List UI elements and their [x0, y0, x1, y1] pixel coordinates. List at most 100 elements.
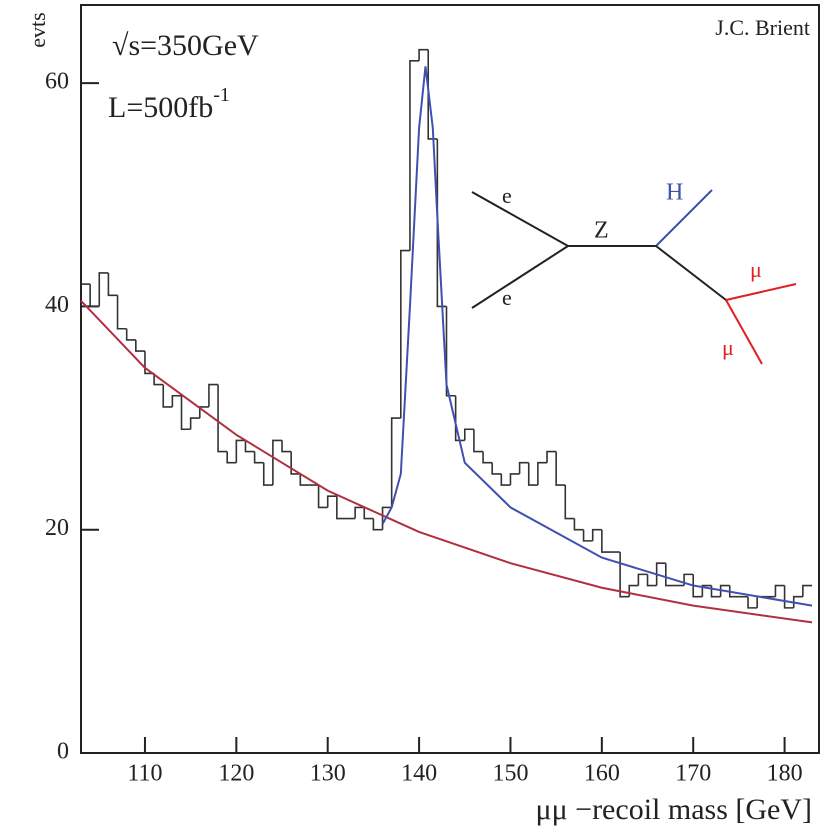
- x-tick-label: 180: [767, 761, 803, 787]
- histogram-bin: [710, 585, 721, 598]
- histogram-bin: [582, 529, 593, 542]
- histogram-bin: [491, 462, 502, 475]
- y-tick-label: 40: [45, 292, 69, 318]
- histogram-bin: [272, 439, 283, 486]
- lumi-annotation: L=500fb-1: [108, 84, 230, 124]
- histogram-bin: [601, 529, 611, 553]
- histogram-bin: [774, 584, 785, 597]
- histogram-bin: [262, 462, 273, 486]
- histogram-bin: [509, 473, 520, 486]
- x-axis-label: μμ −recoil mass [GeV]: [535, 793, 812, 826]
- histogram-bin: [728, 585, 739, 598]
- histogram-bin: [792, 595, 803, 608]
- y-tick-label: 60: [45, 69, 69, 95]
- histogram-bin: [153, 373, 164, 386]
- histogram-bin: [637, 573, 648, 586]
- fit-curve: [80, 300, 813, 624]
- diagram-label: Z: [594, 218, 609, 244]
- fit-curve: [381, 66, 813, 607]
- histogram-bin: [98, 272, 109, 307]
- histogram-bin: [802, 584, 812, 597]
- histogram-bin: [555, 451, 566, 486]
- histogram-bin: [473, 429, 484, 453]
- plot-frame: [80, 4, 820, 754]
- histogram-bin: [573, 518, 584, 531]
- histogram-bin: [180, 395, 191, 431]
- histogram-bin: [445, 306, 456, 397]
- histogram-bin: [89, 284, 100, 308]
- x-tick-label: 140: [401, 761, 437, 787]
- histogram-bin: [463, 428, 474, 441]
- histogram-bin: [116, 295, 127, 330]
- histogram-bin: [135, 339, 145, 352]
- histogram-bin: [400, 249, 410, 419]
- diagram-line: [471, 191, 569, 247]
- x-tick-label: 110: [127, 761, 162, 787]
- x-tick-label: 130: [310, 761, 346, 787]
- histogram-bin: [290, 451, 301, 475]
- diagram-label: e: [502, 183, 512, 208]
- diagram-line: [725, 299, 763, 365]
- histogram-bin: [372, 518, 383, 531]
- histogram-bin: [226, 451, 237, 464]
- histogram-bin: [619, 552, 630, 598]
- histogram-bin: [665, 563, 675, 587]
- histogram-bin: [409, 60, 420, 251]
- lumi-exponent: -1: [213, 84, 230, 106]
- diagram-label: μ: [750, 257, 762, 282]
- diagram-line: [655, 245, 727, 301]
- histogram-bin: [418, 48, 429, 61]
- histogram-bin: [719, 584, 730, 597]
- histogram-bin: [299, 473, 310, 486]
- histogram-bin: [244, 440, 255, 453]
- histogram-bin: [390, 417, 401, 508]
- x-tick-label: 160: [584, 761, 620, 787]
- histogram-bin: [317, 485, 328, 509]
- histogram-bin: [518, 461, 529, 474]
- histogram-bin: [281, 440, 292, 453]
- histogram-bin: [747, 596, 758, 609]
- histogram-bin: [692, 574, 703, 598]
- histogram-bin: [336, 496, 346, 520]
- histogram-bin: [701, 584, 712, 597]
- histogram-bin: [436, 138, 447, 308]
- histogram-bin: [646, 574, 657, 587]
- y-tick-label: 0: [57, 739, 69, 765]
- diagram-label: μ: [722, 335, 734, 360]
- x-tick-label: 120: [218, 761, 254, 787]
- histogram-bin: [482, 451, 493, 464]
- histogram-bin: [655, 562, 666, 586]
- chart-title: J.C. Brient: [715, 15, 810, 40]
- histogram-bin: [354, 506, 365, 519]
- x-tick-label: 170: [675, 761, 711, 787]
- histogram-bin: [208, 383, 219, 407]
- histogram-bin: [125, 328, 136, 341]
- diagram-line: [471, 245, 569, 309]
- diagram-line: [655, 189, 713, 247]
- histogram-bin: [783, 585, 794, 609]
- y-tick-label: 20: [45, 515, 69, 541]
- diagram-label: e: [502, 285, 512, 310]
- histogram-bin: [189, 417, 200, 430]
- histogram-bin: [217, 384, 228, 453]
- y-axis-label: evts: [25, 12, 50, 47]
- histogram-bin: [500, 473, 511, 486]
- histogram-bin: [162, 384, 173, 408]
- histogram-bin: [527, 462, 538, 486]
- lumi-text: L=500fb: [108, 91, 213, 124]
- feynman-diagram: [471, 189, 797, 365]
- diagram-label: H: [666, 180, 683, 206]
- energy-annotation: √s=350GeV: [112, 29, 259, 62]
- histogram-bin: [564, 485, 575, 520]
- histogram-bin: [326, 495, 337, 508]
- histogram-bin: [363, 507, 374, 520]
- histogram-bin: [253, 451, 264, 464]
- histogram-bin: [454, 395, 465, 442]
- histogram-bin: [107, 272, 118, 297]
- histogram-bin: [171, 394, 182, 407]
- diagram-line: [725, 283, 797, 301]
- histogram-bin: [546, 450, 557, 463]
- x-tick-label: 150: [492, 761, 528, 787]
